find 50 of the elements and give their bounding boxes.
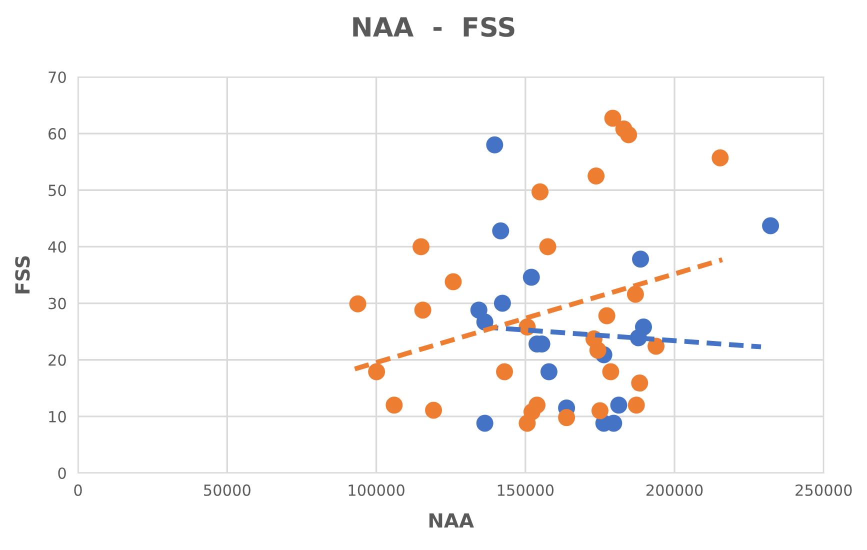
point bbox=[604, 110, 622, 127]
point bbox=[425, 402, 442, 419]
point bbox=[532, 183, 549, 200]
point bbox=[528, 396, 546, 414]
point bbox=[494, 294, 511, 312]
y-tick-label: 10 bbox=[49, 410, 66, 422]
point bbox=[626, 286, 644, 303]
point bbox=[476, 414, 494, 432]
x-tick-label: 250000 bbox=[796, 484, 852, 496]
y-tick-label: 30 bbox=[48, 298, 66, 310]
point bbox=[610, 396, 628, 414]
point bbox=[589, 342, 606, 359]
point bbox=[444, 273, 462, 290]
point bbox=[628, 396, 645, 414]
y-tick-label: 50 bbox=[48, 184, 66, 196]
point bbox=[631, 374, 648, 392]
point bbox=[648, 338, 665, 355]
y-tick-label: 60 bbox=[48, 128, 66, 140]
y-tick-label: 70 bbox=[48, 71, 66, 84]
point bbox=[414, 302, 432, 319]
point bbox=[368, 363, 386, 380]
point bbox=[712, 149, 729, 166]
point bbox=[540, 363, 558, 380]
point bbox=[492, 222, 510, 240]
point bbox=[412, 238, 430, 256]
point bbox=[539, 238, 556, 256]
x-tick-label: 150000 bbox=[498, 484, 554, 496]
point bbox=[620, 126, 638, 144]
chart-title: NAA - FSS bbox=[353, 16, 514, 37]
point bbox=[522, 268, 540, 286]
x-tick-label: 200000 bbox=[646, 484, 703, 496]
x-tick-label: 100000 bbox=[348, 484, 404, 496]
point bbox=[762, 217, 780, 234]
point bbox=[558, 409, 576, 426]
x-tick-label: 50000 bbox=[204, 484, 250, 496]
y-tick-label: 40 bbox=[48, 241, 66, 253]
point bbox=[598, 307, 616, 324]
point bbox=[486, 136, 504, 154]
point bbox=[602, 363, 620, 380]
point bbox=[588, 167, 605, 185]
y-axis-title: FSS bbox=[15, 256, 30, 294]
y-tick-label: 20 bbox=[48, 354, 66, 366]
x-axis-title: NAA bbox=[429, 513, 474, 528]
point bbox=[591, 402, 608, 420]
point bbox=[632, 250, 650, 268]
y-tick-label: 0 bbox=[58, 467, 66, 480]
point bbox=[386, 396, 403, 414]
point bbox=[349, 295, 366, 312]
point bbox=[496, 363, 514, 380]
x-tick-label: 0 bbox=[74, 484, 82, 496]
